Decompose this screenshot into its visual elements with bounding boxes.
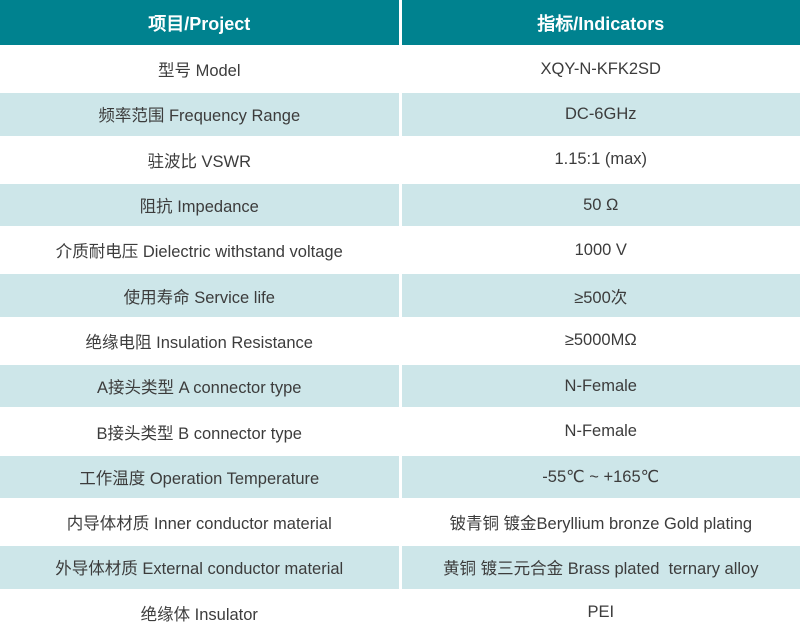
table-row: 绝缘体 Insulator PEI	[0, 590, 800, 634]
table-row: 工作温度 Operation Temperature -55℃ ~ +165℃	[0, 454, 800, 501]
project-cell: 绝缘体 Insulator	[0, 590, 402, 634]
header-cell-project: 项目/Project	[0, 0, 402, 48]
indicator-cell: 1000 V	[400, 227, 800, 275]
project-cell: 内导体材质 Inner conductor material	[0, 499, 402, 547]
header-cell-indicators: 指标/Indicators	[400, 0, 800, 48]
project-cell: 频率范围 Frequency Range	[0, 91, 402, 139]
table-row: 型号 Model XQY-N-KFK2SD	[0, 46, 800, 94]
project-cell: 工作温度 Operation Temperature	[0, 454, 402, 501]
table-row: B接头类型 B connector type N-Female	[0, 408, 800, 456]
header-row: 项目/Project 指标/Indicators	[0, 0, 800, 48]
project-cell: A接头类型 A connector type	[0, 363, 402, 411]
project-cell: 使用寿命 Service life	[0, 272, 402, 320]
table-row: 驻波比 VSWR 1.15:1 (max)	[0, 137, 800, 184]
indicator-cell: 50 Ω	[400, 182, 800, 230]
project-cell: 驻波比 VSWR	[0, 137, 402, 184]
table-body: 型号 Model XQY-N-KFK2SD 频率范围 Frequency Ran…	[0, 46, 800, 634]
table-row: 绝缘电阻 Insulation Resistance ≥5000MΩ	[0, 318, 800, 366]
table-row: 使用寿命 Service life ≥500次	[0, 272, 800, 320]
indicator-cell: 1.15:1 (max)	[400, 137, 800, 184]
table-row: 内导体材质 Inner conductor material 铍青铜 镀金Ber…	[0, 499, 800, 547]
table-header: 项目/Project 指标/Indicators	[0, 0, 800, 48]
indicator-cell: ≥5000MΩ	[400, 318, 800, 366]
indicator-cell: DC-6GHz	[400, 91, 800, 139]
project-cell: 型号 Model	[0, 46, 402, 94]
table-row: 频率范围 Frequency Range DC-6GHz	[0, 91, 800, 139]
indicator-cell: ≥500次	[400, 272, 800, 320]
project-cell: 外导体材质 External conductor material	[0, 544, 402, 592]
indicator-cell: N-Female	[400, 363, 800, 411]
project-cell: 介质耐电压 Dielectric withstand voltage	[0, 227, 402, 275]
table-row: 外导体材质 External conductor material 黄铜 镀三元…	[0, 544, 800, 592]
project-cell: 阻抗 Impedance	[0, 182, 402, 230]
indicator-cell: 黄铜 镀三元合金 Brass plated ternary alloy	[400, 544, 800, 592]
indicator-cell: -55℃ ~ +165℃	[400, 454, 800, 501]
indicator-cell: 铍青铜 镀金Beryllium bronze Gold plating	[400, 499, 800, 547]
project-cell: 绝缘电阻 Insulation Resistance	[0, 318, 402, 366]
indicator-cell: N-Female	[400, 408, 800, 456]
table-row: A接头类型 A connector type N-Female	[0, 363, 800, 411]
table-row: 阻抗 Impedance 50 Ω	[0, 182, 800, 230]
table-row: 介质耐电压 Dielectric withstand voltage 1000 …	[0, 227, 800, 275]
indicator-cell: PEI	[400, 590, 800, 634]
indicator-cell: XQY-N-KFK2SD	[400, 46, 800, 94]
project-cell: B接头类型 B connector type	[0, 408, 402, 456]
